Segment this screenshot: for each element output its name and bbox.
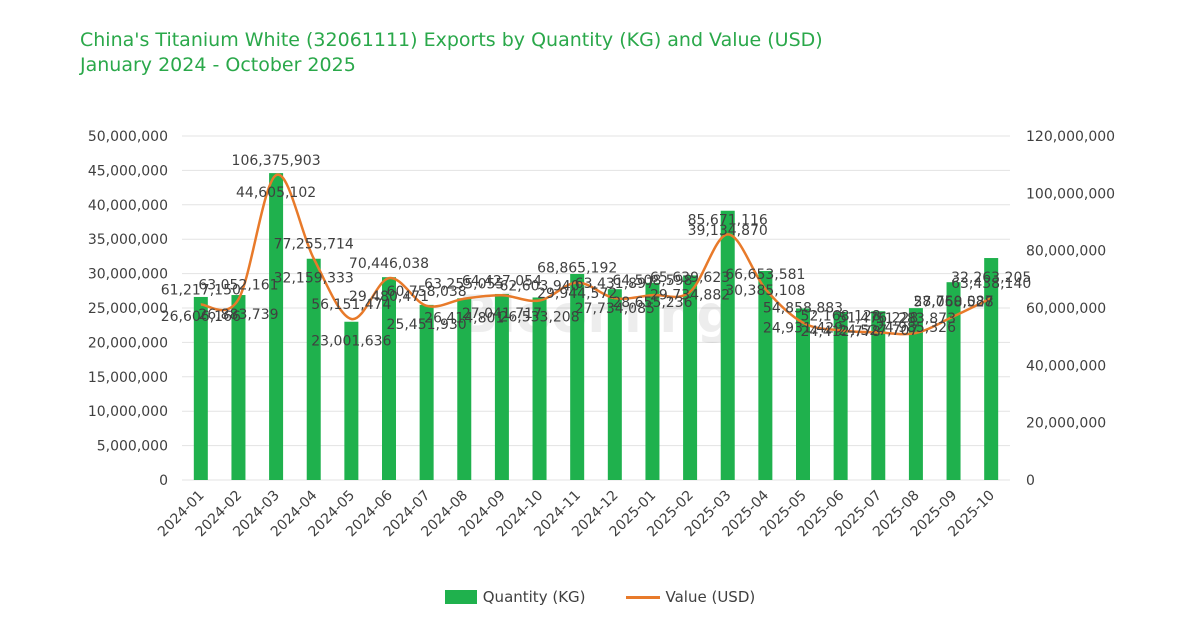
bar-data-label: 28,750,087: [913, 294, 993, 310]
line-data-label: 63,438,140: [951, 276, 1031, 292]
bar-data-label: 27,041,717: [462, 306, 542, 322]
bar-quantity: [683, 275, 698, 480]
bar-data-label: 27,734,085: [575, 301, 655, 317]
y-axis-right-tick-label: 0: [1026, 473, 1035, 489]
y-axis-left-tick-label: 25,000,000: [88, 301, 168, 317]
bar-data-label: 29,480,471: [349, 289, 429, 305]
y-axis-left-tick-label: 45,000,000: [88, 163, 168, 179]
bar-data-label: 26,606,166: [161, 309, 241, 325]
y-axis-right-tick-label: 40,000,000: [1026, 358, 1106, 374]
legend-label-quantity: Quantity (KG): [482, 588, 586, 606]
bar-quantity: [645, 282, 660, 480]
bar-quantity: [231, 295, 246, 480]
bar-data-label: 29,944,572: [537, 286, 617, 302]
bar-quantity: [570, 273, 585, 480]
y-axis-right-tick-label: 80,000,000: [1026, 244, 1106, 260]
line-data-label: 68,865,192: [537, 261, 617, 277]
line-data-label: 54,858,883: [763, 301, 843, 317]
bar-quantity: [344, 321, 359, 480]
chart-legend: Quantity (KG) Value (USD): [0, 588, 1200, 606]
bar-quantity: [269, 173, 284, 481]
line-data-label: 51,476,228: [838, 310, 918, 326]
line-data-label: 66,653,581: [725, 267, 805, 283]
line-data-label: 51,283,873: [876, 311, 956, 327]
bar-quantity: [306, 258, 321, 480]
chart-subtitle: January 2024 - October 2025: [80, 54, 356, 76]
chart-title-block: China's Titanium White (32061111) Export…: [80, 28, 823, 78]
bar-data-label: 26,533,208: [499, 309, 579, 325]
bar-data-label: 26,883,739: [198, 307, 278, 323]
bar-quantity: [946, 282, 961, 480]
bar-data-label: 28,655,236: [612, 295, 692, 311]
chart-title: China's Titanium White (32061111) Export…: [80, 29, 823, 51]
bar-data-label: 24,412,778: [801, 324, 881, 340]
bar-data-label: 24,527,707: [838, 323, 918, 339]
y-axis-right-tick-label: 100,000,000: [1026, 186, 1115, 202]
line-data-label: 85,671,116: [688, 212, 768, 228]
line-data-label: 52,168,128: [801, 308, 881, 324]
line-data-label: 77,255,714: [274, 237, 354, 253]
y-axis-left-tick-label: 0: [159, 473, 168, 489]
y-axis-left-tick-label: 15,000,000: [88, 370, 168, 386]
bar-quantity: [871, 311, 886, 480]
bar-data-label: 29,734,882: [650, 287, 730, 303]
bar-quantity: [382, 277, 396, 480]
bar-data-label: 24,985,326: [876, 320, 956, 336]
line-data-label: 70,446,038: [349, 256, 429, 272]
bar-quantity: [494, 293, 509, 480]
line-data-label: 63,052,161: [198, 277, 278, 293]
line-data-label: 61,217,150: [161, 283, 241, 299]
line-data-label: 56,151,474: [311, 297, 391, 313]
bar-quantity: [984, 258, 999, 480]
y-axis-left-tick-label: 5,000,000: [97, 439, 168, 455]
y-axis-right-tick-label: 120,000,000: [1026, 129, 1115, 145]
line-data-label: 57,068,528: [913, 294, 993, 310]
y-axis-left-tick-label: 20,000,000: [88, 335, 168, 351]
bar-quantity: [908, 308, 923, 480]
bar-quantity: [457, 298, 472, 480]
bar-data-label: 44,605,102: [236, 185, 316, 201]
bar-data-label: 32,263,205: [951, 270, 1031, 286]
y-axis-left-tick-label: 40,000,000: [88, 198, 168, 214]
line-data-label: 64,427,054: [462, 273, 542, 289]
bar-data-label: 23,001,636: [311, 334, 391, 350]
line-data-label: 65,639,623: [650, 270, 730, 286]
line-data-label: 60,758,038: [387, 284, 467, 300]
legend-item-quantity[interactable]: Quantity (KG): [444, 588, 586, 606]
line-data-label: 64,508,598: [612, 273, 692, 289]
bar-quantity: [193, 296, 208, 480]
y-axis-left-tick-label: 30,000,000: [88, 267, 168, 283]
legend-label-value: Value (USD): [665, 588, 756, 606]
y-axis-left-tick-label: 50,000,000: [88, 129, 168, 145]
line-data-label: 62,603,940: [499, 279, 579, 295]
line-value-usd: [200, 173, 992, 336]
legend-item-value[interactable]: Value (USD): [625, 588, 756, 606]
line-data-label: 63,431,897: [575, 276, 655, 292]
y-axis-right-tick-label: 60,000,000: [1026, 301, 1106, 317]
bar-quantity: [833, 312, 848, 480]
bar-quantity: [720, 210, 735, 481]
bar-data-label: 32,159,333: [274, 271, 354, 287]
bar-data-label: 25,451,930: [387, 317, 467, 333]
bar-quantity: [419, 304, 434, 480]
y-axis-left-tick-label: 10,000,000: [88, 404, 168, 420]
y-axis-left-tick-label: 35,000,000: [88, 232, 168, 248]
bar-quantity: [607, 289, 622, 480]
line-data-label: 63,255,055: [424, 277, 504, 293]
line-data-label: 106,375,903: [232, 153, 321, 169]
y-axis-right-tick-label: 20,000,000: [1026, 416, 1106, 432]
legend-bar-swatch: [444, 590, 477, 604]
bar-quantity: [758, 270, 773, 480]
bar-quantity: [796, 308, 810, 480]
bar-data-label: 30,385,108: [725, 283, 805, 299]
bar-quantity: [532, 297, 547, 480]
bar-data-label: 39,134,870: [688, 223, 768, 239]
legend-line-swatch: [625, 595, 660, 599]
bar-data-label: 26,414,801: [424, 310, 504, 326]
bar-data-label: 24,931,429: [763, 320, 843, 336]
